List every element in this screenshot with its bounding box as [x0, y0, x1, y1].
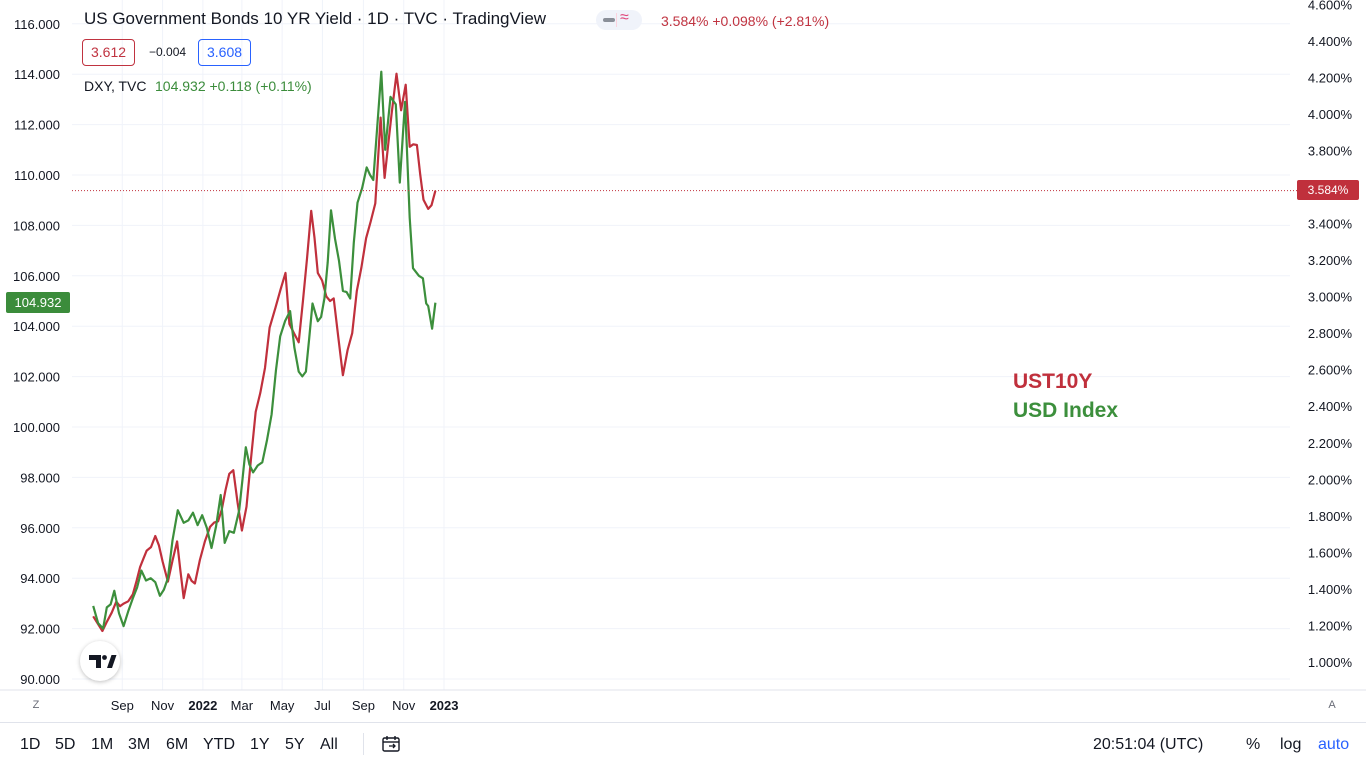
- chart-canvas[interactable]: 116.000 114.000 112.000 110.000 108.000 106.0…: [0, 0, 1366, 722]
- timeframe-3m[interactable]: 3M: [128, 736, 151, 753]
- right-tick-label: 2.600%: [1308, 363, 1353, 378]
- left-tick-label: 112.000: [14, 118, 60, 133]
- timeframe-1y[interactable]: 1Y: [250, 736, 270, 753]
- right-tick-label: 3.800%: [1308, 143, 1353, 158]
- dxy-series-line: [92, 70, 437, 630]
- right-tick-label: 1.000%: [1308, 655, 1353, 670]
- left-tick-label: 106.000: [13, 269, 60, 284]
- left-tick-label: 94.000: [20, 571, 60, 586]
- right-tick-label: 1.200%: [1308, 618, 1353, 633]
- left-tick-label: 114.000: [14, 67, 60, 82]
- right-tick-label: 4.400%: [1308, 34, 1353, 49]
- calendar-range-icon[interactable]: [381, 734, 401, 754]
- left-tick-label: 110.000: [14, 168, 60, 183]
- right-axis[interactable]: 4.600%4.400%4.200%4.000%3.800%3.600%3.40…: [1308, 0, 1353, 670]
- right-tick-label: 2.800%: [1308, 326, 1353, 341]
- compare-toggle-button[interactable]: ≈: [596, 9, 642, 30]
- ust10y-series-line: [92, 72, 437, 633]
- ask-price[interactable]: 3.608: [198, 39, 252, 66]
- timeframe-1d[interactable]: 1D: [20, 736, 41, 753]
- left-axis[interactable]: 116.000 114.000 112.000 110.000 108.000 106.0…: [13, 17, 60, 687]
- right-tick-label: 2.000%: [1308, 472, 1353, 487]
- x-tick-label: May: [270, 698, 295, 713]
- x-tick-label: Nov: [151, 698, 175, 713]
- x-tick-label: 2022: [188, 698, 217, 713]
- auto-scale-toggle[interactable]: auto: [1318, 736, 1350, 753]
- zoom-reset-button[interactable]: Z: [32, 699, 40, 711]
- left-tick-label: 116.000: [14, 17, 60, 32]
- right-tick-label: 2.200%: [1308, 436, 1353, 451]
- spread-value: −0.004: [149, 45, 187, 59]
- hide-icon: [603, 18, 615, 22]
- timeframe-all[interactable]: All: [320, 736, 338, 753]
- x-tick-label: Sep: [352, 698, 375, 713]
- left-tick-label: 96.000: [20, 521, 60, 536]
- auto-scale-button[interactable]: A: [1328, 699, 1336, 711]
- tradingview-logo[interactable]: [80, 641, 120, 681]
- right-tick-label: 3.000%: [1308, 290, 1353, 305]
- right-tick-label: 4.000%: [1308, 107, 1353, 122]
- timeframe-5y[interactable]: 5Y: [285, 736, 305, 753]
- timeframe-ytd[interactable]: YTD: [203, 736, 235, 753]
- left-tick-label: 102.000: [13, 370, 60, 385]
- right-tick-label: 2.400%: [1308, 399, 1353, 414]
- left-tick-label: 98.000: [20, 470, 60, 485]
- annotation-ust10y: UST10Y: [1013, 370, 1093, 393]
- bottom-toolbar: [0, 722, 1366, 768]
- log-scale-toggle[interactable]: log: [1280, 736, 1302, 753]
- ust10y-last-price-badge: 3.584%: [1297, 180, 1359, 200]
- annotation-usd-index: USD Index: [1013, 399, 1119, 422]
- timeframe-1m[interactable]: 1M: [91, 736, 114, 753]
- left-tick-label: 100.000: [13, 420, 60, 435]
- bid-price[interactable]: 3.612: [82, 39, 136, 66]
- time-axis[interactable]: Sep Nov 2022 Mar May Jul Sep Nov 2023: [111, 698, 459, 713]
- pill-divider: [616, 13, 617, 27]
- right-tick-label: 1.800%: [1308, 509, 1353, 524]
- symbol-title[interactable]: US Government Bonds 10 YR Yield · 1D · T…: [84, 9, 547, 28]
- left-tick-label: 90.000: [20, 672, 60, 687]
- percent-scale-toggle[interactable]: %: [1246, 736, 1261, 753]
- left-tick-label: 104.000: [13, 319, 60, 334]
- left-tick-label: 108.000: [13, 218, 60, 233]
- tv-logo-icon: [89, 655, 117, 668]
- right-tick-label: 3.200%: [1308, 253, 1353, 268]
- right-tick-label: 4.600%: [1308, 0, 1353, 12]
- right-tick-label: 1.400%: [1308, 582, 1353, 597]
- x-tick-label: 2023: [430, 698, 459, 713]
- last-price-change: 3.584% +0.098% (+2.81%): [661, 13, 830, 29]
- timeframe-6m[interactable]: 6M: [166, 736, 189, 753]
- x-tick-label: Jul: [314, 698, 331, 713]
- right-tick-label: 1.600%: [1308, 545, 1353, 560]
- approx-icon: ≈: [620, 9, 629, 26]
- timeframe-5d[interactable]: 5D: [55, 736, 76, 753]
- x-tick-label: Mar: [231, 698, 254, 713]
- utc-clock[interactable]: 20:51:04 (UTC): [1093, 736, 1204, 753]
- toolbar-divider: [363, 733, 364, 755]
- grid-lines: [72, 0, 1290, 690]
- left-tick-label: 92.000: [20, 622, 60, 637]
- dxy-last-price-badge: 104.932: [6, 292, 70, 313]
- series-lines: [72, 70, 1297, 633]
- x-tick-label: Sep: [111, 698, 134, 713]
- dxy-values: 104.932 +0.118 (+0.11%): [155, 78, 312, 94]
- right-tick-label: 4.200%: [1308, 70, 1353, 85]
- x-tick-label: Nov: [392, 698, 416, 713]
- dxy-symbol-name[interactable]: DXY, TVC: [84, 78, 147, 94]
- right-tick-label: 3.400%: [1308, 217, 1353, 232]
